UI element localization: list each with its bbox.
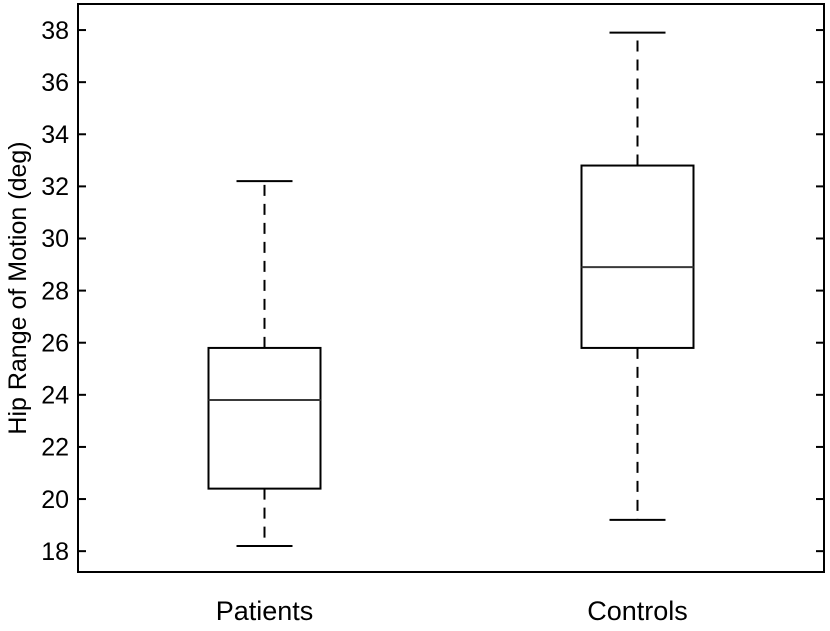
iqr-box: [580, 164, 695, 349]
y-tick-label: 28: [41, 277, 69, 305]
y-tick-label: 26: [41, 329, 69, 357]
y-tick-label: 20: [41, 486, 69, 514]
y-tick-label: 24: [41, 382, 69, 410]
plot-frame: [77, 3, 825, 573]
y-tick-label: 36: [41, 69, 69, 97]
x-category-label: Controls: [587, 596, 688, 626]
y-tick-label: 32: [41, 173, 69, 201]
y-tick-label: 18: [41, 538, 69, 566]
y-tick-label: 34: [41, 121, 69, 149]
y-tick-label: 22: [41, 434, 69, 462]
y-tick-label: 38: [41, 17, 69, 45]
y-tick-label: 30: [41, 225, 69, 253]
x-category-label: Patients: [216, 596, 314, 626]
iqr-box: [207, 346, 322, 490]
y-axis-label: Hip Range of Motion (deg): [4, 141, 32, 434]
